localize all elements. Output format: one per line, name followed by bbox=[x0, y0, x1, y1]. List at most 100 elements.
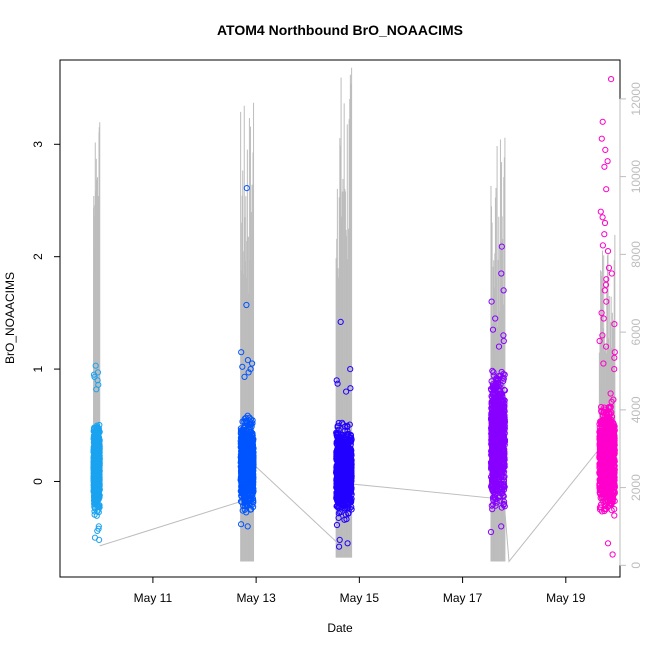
data-point bbox=[239, 363, 246, 370]
data-point bbox=[94, 498, 101, 505]
data-point bbox=[240, 495, 247, 502]
data-point bbox=[602, 146, 609, 153]
data-point bbox=[247, 450, 254, 458]
y2-tick-label: 12000 bbox=[629, 82, 643, 116]
data-point bbox=[95, 445, 102, 452]
data-point bbox=[239, 507, 246, 514]
data-point bbox=[246, 475, 253, 483]
data-point bbox=[244, 523, 251, 530]
data-point bbox=[335, 500, 342, 507]
data-point bbox=[334, 380, 341, 387]
data-point bbox=[342, 491, 349, 498]
data-point bbox=[238, 349, 245, 356]
x-axis: May 11 May 13 May 15 May 17 May 19 bbox=[134, 576, 586, 605]
y-tick-label: 0 bbox=[31, 478, 45, 485]
data-point bbox=[344, 476, 351, 483]
data-point bbox=[601, 231, 608, 238]
series-1-points bbox=[90, 362, 103, 544]
data-point bbox=[239, 439, 246, 446]
x-tick-label: May 13 bbox=[236, 591, 276, 605]
x-axis-label: Date bbox=[327, 621, 353, 635]
data-point bbox=[238, 433, 245, 440]
data-point bbox=[90, 487, 97, 494]
data-point bbox=[335, 419, 342, 427]
series-4-points bbox=[487, 243, 508, 536]
data-point bbox=[597, 208, 604, 215]
data-point bbox=[249, 460, 256, 467]
data-point bbox=[245, 485, 252, 492]
chart-title: ATOM4 Northbound BrO_NOAACIMS bbox=[217, 22, 463, 38]
data-point bbox=[348, 503, 355, 511]
data-point bbox=[237, 463, 244, 470]
x-tick-label: May 17 bbox=[443, 591, 483, 605]
data-point bbox=[609, 551, 616, 558]
data-point bbox=[337, 499, 344, 506]
data-point bbox=[347, 441, 354, 448]
data-point bbox=[244, 357, 251, 364]
data-point bbox=[339, 431, 346, 439]
data-point bbox=[347, 385, 354, 392]
data-point bbox=[239, 436, 246, 444]
data-point bbox=[96, 469, 103, 476]
data-point bbox=[336, 543, 343, 550]
data-point bbox=[345, 457, 352, 464]
data-point bbox=[246, 414, 253, 421]
data-point bbox=[604, 248, 612, 255]
data-point bbox=[603, 186, 610, 193]
data-point bbox=[335, 514, 342, 522]
data-point bbox=[249, 440, 256, 447]
data-point bbox=[344, 485, 351, 492]
data-point bbox=[341, 460, 348, 468]
data-point bbox=[498, 486, 505, 493]
data-point bbox=[238, 521, 245, 528]
data-point bbox=[336, 536, 343, 544]
data-point bbox=[244, 422, 251, 429]
data-point bbox=[240, 475, 247, 482]
data-point bbox=[490, 369, 497, 376]
data-point bbox=[333, 377, 340, 384]
y2-tick-label: 6000 bbox=[629, 318, 643, 345]
data-point bbox=[334, 476, 341, 483]
data-point bbox=[599, 118, 606, 125]
data-point bbox=[248, 444, 255, 451]
data-point bbox=[91, 454, 98, 461]
data-point bbox=[333, 453, 340, 460]
data-point bbox=[500, 493, 507, 500]
data-point bbox=[341, 473, 348, 480]
data-point bbox=[250, 481, 257, 488]
y2-tick-label: 10000 bbox=[629, 160, 643, 194]
data-point bbox=[241, 491, 249, 498]
data-point bbox=[93, 473, 100, 480]
y2-tick-label: 4000 bbox=[629, 396, 643, 423]
x-tick-label: May 19 bbox=[546, 591, 586, 605]
data-point bbox=[249, 467, 257, 474]
y-axis-label: BrO_NOAACIMS bbox=[3, 272, 17, 364]
data-point bbox=[347, 486, 354, 493]
data-point bbox=[341, 485, 348, 492]
series-2-points bbox=[237, 185, 257, 530]
y2-tick-label: 2000 bbox=[629, 474, 643, 501]
data-point bbox=[348, 489, 355, 496]
data-point bbox=[336, 467, 343, 474]
data-point bbox=[493, 499, 500, 506]
data-point bbox=[501, 503, 508, 510]
data-point bbox=[342, 446, 349, 453]
data-point bbox=[93, 490, 101, 497]
data-point bbox=[599, 214, 606, 221]
data-point bbox=[334, 450, 341, 457]
data-points-layer bbox=[90, 76, 618, 558]
data-point bbox=[91, 450, 99, 457]
data-point bbox=[95, 525, 102, 532]
data-point bbox=[247, 492, 254, 499]
data-point bbox=[611, 512, 618, 519]
data-point bbox=[245, 369, 252, 376]
y-axis-right: 0 2000 4000 6000 8000 10000 12000 bbox=[619, 82, 643, 569]
data-point bbox=[337, 318, 344, 325]
data-point bbox=[94, 377, 101, 384]
y2-tick-label: 8000 bbox=[629, 241, 643, 268]
data-point bbox=[343, 516, 350, 523]
data-point bbox=[95, 428, 102, 435]
y2-tick-label: 0 bbox=[629, 562, 643, 569]
y-tick-label: 2 bbox=[31, 253, 45, 260]
data-point bbox=[345, 497, 352, 504]
